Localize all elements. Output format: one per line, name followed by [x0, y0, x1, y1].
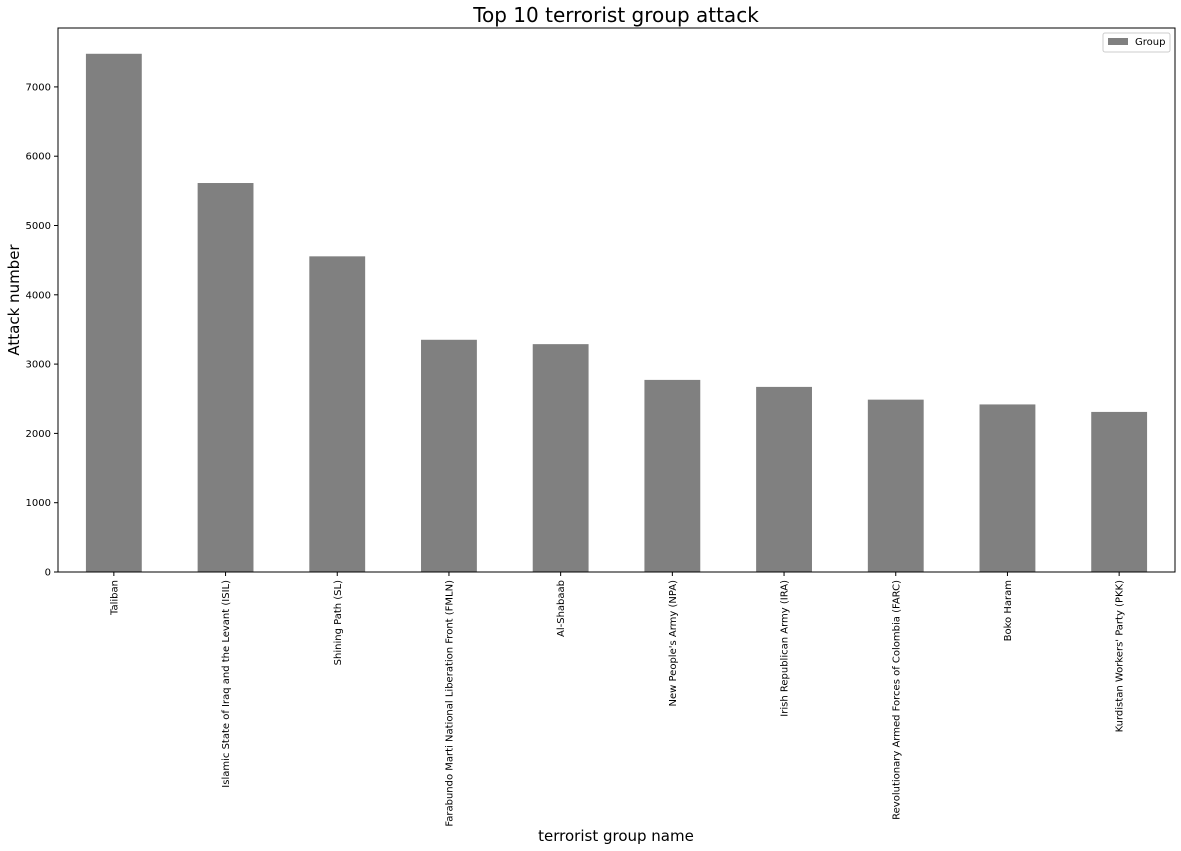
x-tick-label-0: Taliban [109, 580, 120, 616]
x-axis: Taliban Islamic State of Iraq and the Lev… [109, 572, 1126, 827]
y-tick-label-7: 7000 [26, 82, 51, 93]
bar-0 [85, 53, 142, 572]
y-tick-label-3: 3000 [26, 360, 51, 371]
legend-frame [1102, 32, 1171, 53]
bar-3 [421, 339, 477, 572]
legend: Group [1102, 32, 1171, 53]
bar-5 [644, 379, 701, 572]
y-tick-label-5: 5000 [26, 221, 51, 232]
y-tick-label-6: 6000 [26, 152, 51, 163]
x-axis-label: terrorist group name [538, 827, 694, 845]
y-axis-label: Attack number [5, 244, 23, 356]
x-tick-label-3: Farabundo Marti National Liberation Fron… [444, 580, 455, 827]
plot-frame [57, 27, 1176, 573]
x-tick-label-9: Kurdistan Workers' Party (PKK) [1115, 580, 1126, 732]
x-tick-label-4: Al-Shabaab [556, 580, 567, 637]
y-tick-label-2: 2000 [26, 429, 51, 440]
bar-1 [197, 183, 254, 572]
bar-9 [1091, 411, 1148, 572]
x-tick-label-5: New People's Army (NPA) [668, 580, 679, 707]
chart-title: Top 10 terrorist group attack [472, 3, 759, 27]
legend-swatch [1108, 38, 1128, 45]
bar-7 [867, 399, 924, 572]
bar-8 [979, 404, 1036, 572]
bar-6 [756, 386, 812, 572]
y-tick-label-1: 1000 [26, 498, 51, 509]
x-tick-label-6: Irish Republican Army (IRA) [780, 580, 791, 717]
x-tick-label-1: Islamic State of Iraq and the Levant (IS… [221, 580, 232, 788]
y-tick-label-0: 0 [45, 568, 51, 579]
bar-2 [309, 256, 366, 572]
legend-label: Group [1135, 37, 1165, 48]
bar-4 [532, 344, 589, 572]
bars-layer [85, 53, 1148, 572]
y-axis: 0 1000 2000 3000 4000 5000 6000 7000 [26, 82, 58, 579]
x-tick-label-7: Revolutionary Armed Forces of Colombia (… [891, 580, 902, 820]
x-tick-label-2: Shining Path (SL) [333, 580, 344, 665]
x-tick-label-8: Boko Haram [1003, 580, 1014, 641]
y-tick-label-4: 4000 [26, 290, 51, 301]
